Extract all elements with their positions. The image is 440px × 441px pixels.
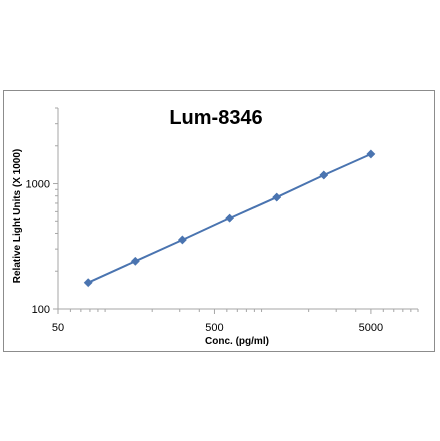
x-tick-label-50: 50 xyxy=(52,322,64,334)
axes xyxy=(57,108,418,310)
data-point-6 xyxy=(366,149,376,159)
data-point-2 xyxy=(177,235,187,245)
chart-title: Lum-8346 xyxy=(169,107,262,129)
data-point-5 xyxy=(319,170,329,180)
data-point-1 xyxy=(130,256,140,266)
x-tick-label-500: 500 xyxy=(205,322,223,334)
y-ticks xyxy=(53,107,58,310)
y-tick-label-100: 100 xyxy=(32,304,50,316)
data-point-3 xyxy=(225,213,235,223)
data-point-0 xyxy=(83,278,93,288)
data-point-4 xyxy=(272,192,282,202)
y-tick-label-1000: 1000 xyxy=(26,179,50,191)
y-axis-label: Relative Light Units (X 1000) xyxy=(12,149,23,283)
series-group xyxy=(83,149,376,288)
x-axis-label: Conc. (pg/ml) xyxy=(205,336,269,347)
x-tick-label-5000: 5000 xyxy=(359,322,383,334)
x-ticks xyxy=(57,309,419,314)
chart-frame xyxy=(3,90,435,352)
